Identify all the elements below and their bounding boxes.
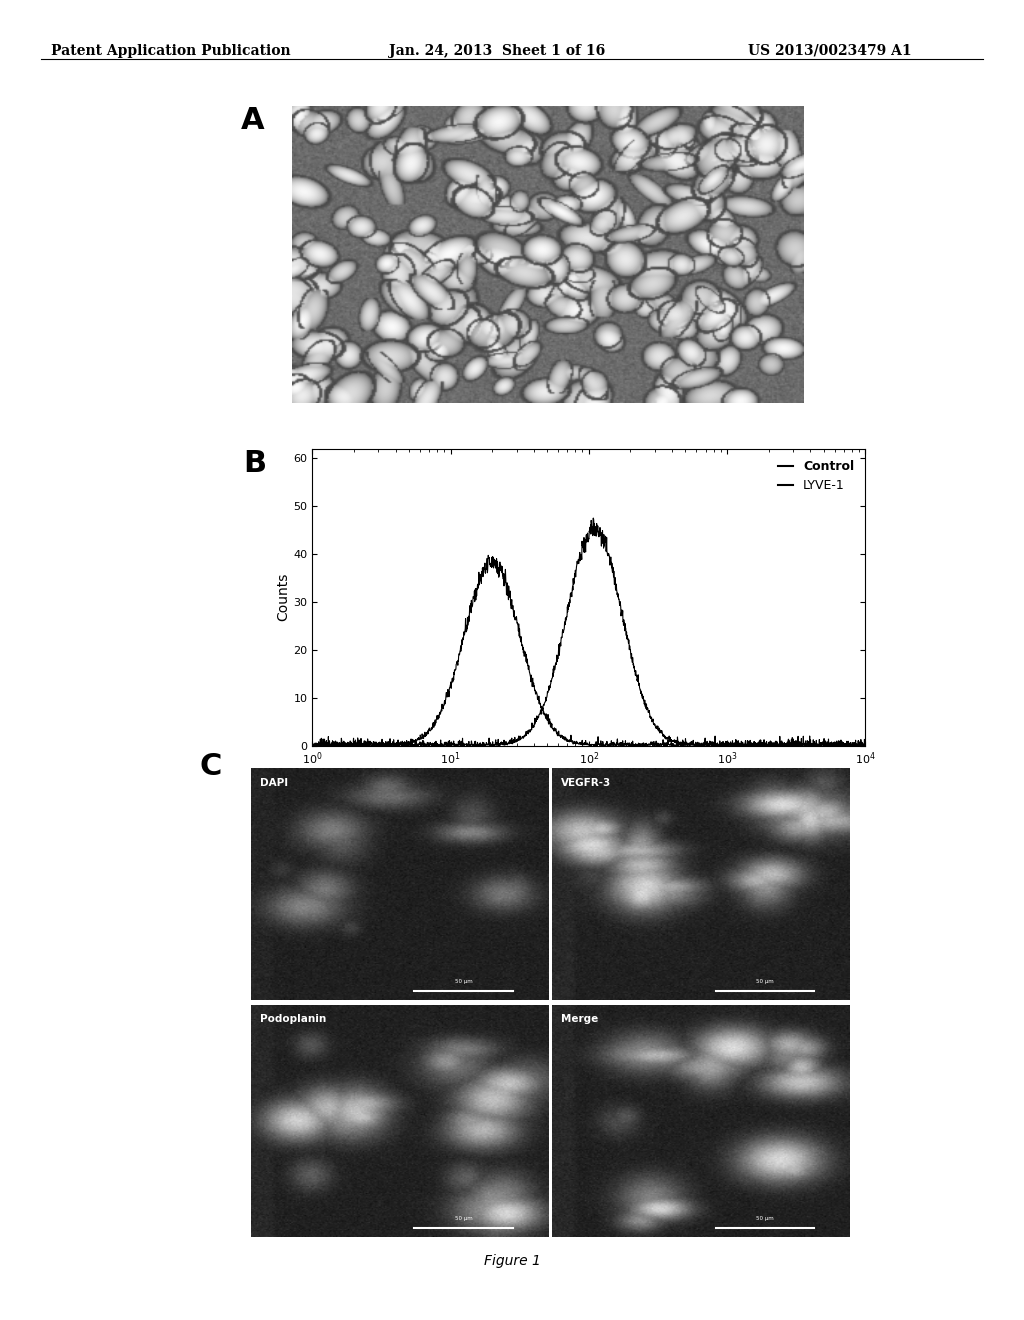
X-axis label: FLH-1: FLH-1 [569,772,608,787]
Control [844,738,856,754]
Control [561,734,573,750]
LYVE-1 [307,738,319,754]
LYVE-1 [742,737,755,752]
Control [482,548,495,564]
LYVE-1 [844,735,856,751]
Text: 50 µm: 50 µm [757,978,774,983]
Text: VEGFR-3: VEGFR-3 [561,777,611,788]
Text: Podoplanin: Podoplanin [260,1015,326,1024]
LYVE-1 [844,735,856,751]
LYVE-1 [575,548,588,564]
Text: A: A [241,106,264,135]
Control [306,738,318,754]
Legend: Control, LYVE-1: Control, LYVE-1 [773,455,859,498]
LYVE-1 [561,610,573,626]
Text: B: B [244,449,267,478]
Text: Patent Application Publication: Patent Application Publication [51,44,291,58]
Text: 50 µm: 50 µm [455,1216,472,1221]
Text: US 2013/0023479 A1: US 2013/0023479 A1 [748,44,911,58]
Line: Control: Control [312,556,865,746]
LYVE-1 [859,734,871,750]
LYVE-1 [335,737,347,752]
Text: 50 µm: 50 µm [757,1216,774,1221]
Text: Jan. 24, 2013  Sheet 1 of 16: Jan. 24, 2013 Sheet 1 of 16 [389,44,605,58]
Control [575,735,588,751]
Line: LYVE-1: LYVE-1 [312,517,865,746]
Text: Figure 1: Figure 1 [483,1254,541,1269]
Control [335,738,347,754]
Text: Merge: Merge [561,1015,599,1024]
Text: C: C [200,752,222,781]
Control [306,738,318,754]
Y-axis label: Counts: Counts [276,573,291,622]
Control [859,737,871,752]
Text: 50 µm: 50 µm [455,978,472,983]
Text: DAPI: DAPI [260,777,288,788]
Control [742,734,755,750]
LYVE-1 [306,737,318,752]
Control [844,738,856,754]
LYVE-1 [587,510,599,525]
